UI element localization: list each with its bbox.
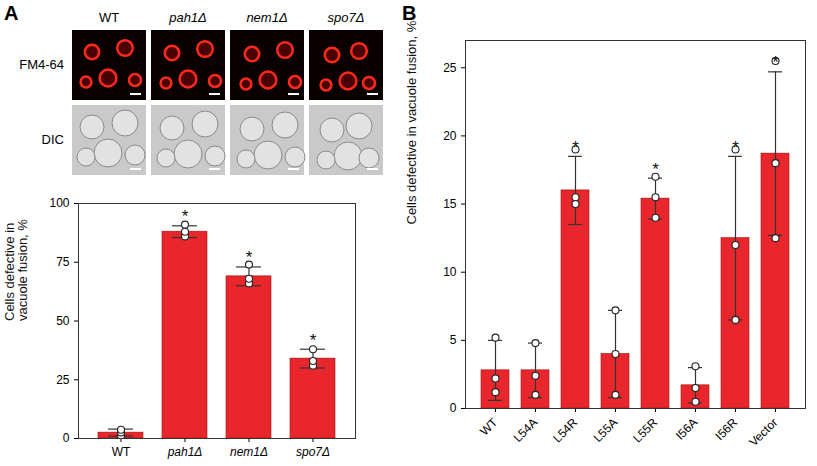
svg-text:L54A: L54A — [511, 415, 541, 445]
html-text:B: B — [402, 2, 417, 24]
svg-text:10: 10 — [443, 265, 457, 279]
html-text:spo7Δ: spo7Δ — [327, 10, 365, 25]
svg-text:100: 100 — [49, 196, 69, 210]
svg-text:*: * — [182, 207, 189, 226]
svg-text:I56A: I56A — [673, 415, 700, 442]
html-text:pah1Δ: pah1Δ — [169, 10, 207, 25]
svg-text:*: * — [310, 331, 317, 350]
svg-text:*: * — [246, 248, 253, 267]
svg-text:25: 25 — [443, 61, 457, 75]
svg-text:*: * — [572, 138, 579, 157]
svg-text:15: 15 — [443, 197, 457, 211]
svg-text:Cells defective in vacuole fus: Cells defective in vacuole fusion, % — [404, 20, 419, 224]
svg-text:25: 25 — [56, 373, 70, 387]
svg-text:20: 20 — [443, 129, 457, 143]
svg-text:nem1Δ: nem1Δ — [230, 445, 268, 459]
svg-text:*: * — [732, 138, 739, 157]
svg-text:5: 5 — [450, 333, 457, 347]
svg-text:L54R: L54R — [550, 415, 580, 445]
svg-text:Vector: Vector — [746, 415, 780, 449]
svg-text:0: 0 — [450, 401, 457, 415]
html-text:FM4-64: FM4-64 — [19, 57, 64, 72]
svg-text:spo7Δ: spo7Δ — [296, 445, 330, 459]
svg-text:*: * — [772, 53, 779, 72]
svg-text:pah1Δ: pah1Δ — [167, 445, 203, 459]
svg-text:WT: WT — [112, 445, 131, 459]
svg-text:Cells defective invacuole fusi: Cells defective invacuole fusion, % — [2, 219, 30, 321]
svg-text:0: 0 — [63, 431, 70, 445]
html-text:nem1Δ: nem1Δ — [246, 10, 288, 25]
svg-text:L55R: L55R — [630, 415, 660, 445]
html-text:DIC: DIC — [41, 132, 64, 147]
html-text:A: A — [4, 2, 19, 24]
svg-text:L55A: L55A — [591, 415, 621, 445]
svg-text:I56R: I56R — [713, 415, 741, 443]
svg-text:75: 75 — [56, 255, 70, 269]
html-text:WT: WT — [98, 10, 120, 25]
svg-text:WT: WT — [477, 415, 501, 439]
svg-text:50: 50 — [56, 314, 70, 328]
svg-text:*: * — [652, 160, 659, 179]
